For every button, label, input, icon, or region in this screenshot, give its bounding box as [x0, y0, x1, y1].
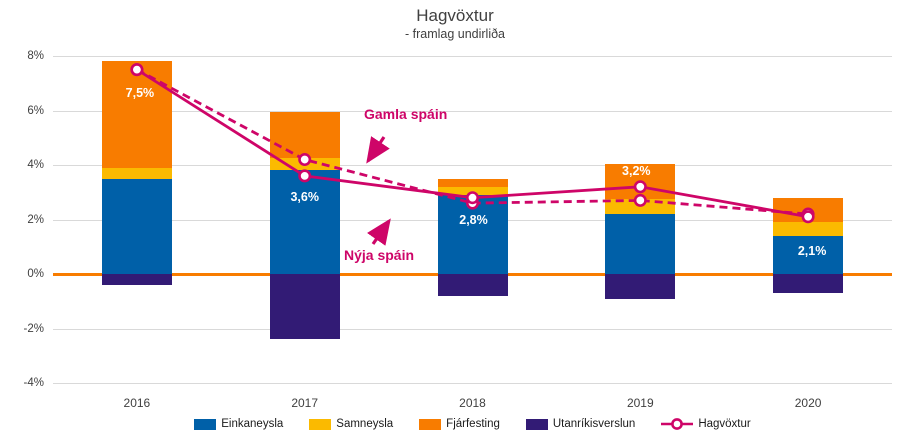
bar-2020-einkaneysla — [773, 235, 844, 274]
value-label-2018: 2,8% — [459, 212, 488, 227]
bar-2016-utanríkisverslun — [101, 274, 172, 285]
bar-2019-einkaneysla — [605, 214, 676, 274]
x-axis-label-2019: 2019 — [626, 396, 654, 410]
x-axis-label-2017: 2017 — [291, 396, 319, 410]
legend-swatch-icon — [194, 418, 217, 430]
legend-item-samneysla: Samneysla — [309, 418, 393, 430]
value-label-2017: 3,6% — [290, 189, 319, 204]
x-axis-label-2018: 2018 — [459, 396, 486, 410]
annotation-nyja-spain: Nýja spáin — [344, 247, 415, 263]
x-axis-label-2016: 2016 — [123, 396, 151, 410]
value-label-2016: 7,5% — [125, 85, 155, 100]
chart-legend: Einkaneysla Samneysla Fjárfesting Utanríkis… — [53, 413, 892, 435]
legend-line-marker-icon — [661, 418, 694, 430]
legend-item-utanríkisverslun: Utanríkisverslun — [525, 418, 636, 430]
legend-label: Utanríkisverslun — [552, 418, 636, 430]
x-axis-label-2020: 2020 — [794, 396, 822, 410]
bar-2020-utanríkisverslun — [773, 274, 844, 294]
legend-label: Samneysla — [336, 418, 394, 430]
y-axis-tick--2%: -2% — [23, 322, 44, 335]
bar-2018-utanríkisverslun — [437, 274, 508, 296]
legend-label: Einkaneysla — [221, 418, 284, 430]
legend-item-hagvöxtur: Hagvöxtur — [661, 418, 751, 430]
legend-item-einkaneysla: Einkaneysla — [194, 418, 283, 430]
value-label-2019: 3,2% — [622, 163, 651, 178]
y-axis-tick-0%: 0% — [27, 268, 44, 280]
y-axis-tick-8%: 8% — [27, 50, 44, 62]
y-axis-tick-6%: 6% — [27, 104, 44, 117]
legend-swatch-icon — [419, 418, 442, 430]
gridline--4% — [53, 383, 892, 384]
chart-subtitle: - framlag undirliða — [404, 27, 506, 41]
bar-2017-utanríkisverslun — [269, 274, 340, 340]
legend-swatch-icon — [309, 418, 332, 430]
legend-item-fjárfesting: Fjárfesting — [419, 418, 500, 430]
annotation-gamla-spain: Gamla spáin — [364, 106, 448, 122]
bar-2020-samneysla — [773, 222, 844, 236]
legend-swatch-icon — [525, 418, 548, 430]
legend-label: Fjárfesting — [446, 418, 500, 430]
y-axis-tick-2%: 2% — [27, 213, 44, 226]
gridline--2% — [53, 328, 892, 330]
value-label-2020: 2,1% — [797, 243, 827, 258]
bar-2019-utanríkisverslun — [605, 274, 676, 299]
gridline-8% — [53, 56, 892, 57]
chart-title: Hagvöxtur — [416, 6, 494, 25]
legend-label: Hagvöxtur — [698, 418, 751, 430]
y-axis-tick-4%: 4% — [27, 159, 44, 171]
y-axis-tick--4%: -4% — [23, 377, 44, 389]
